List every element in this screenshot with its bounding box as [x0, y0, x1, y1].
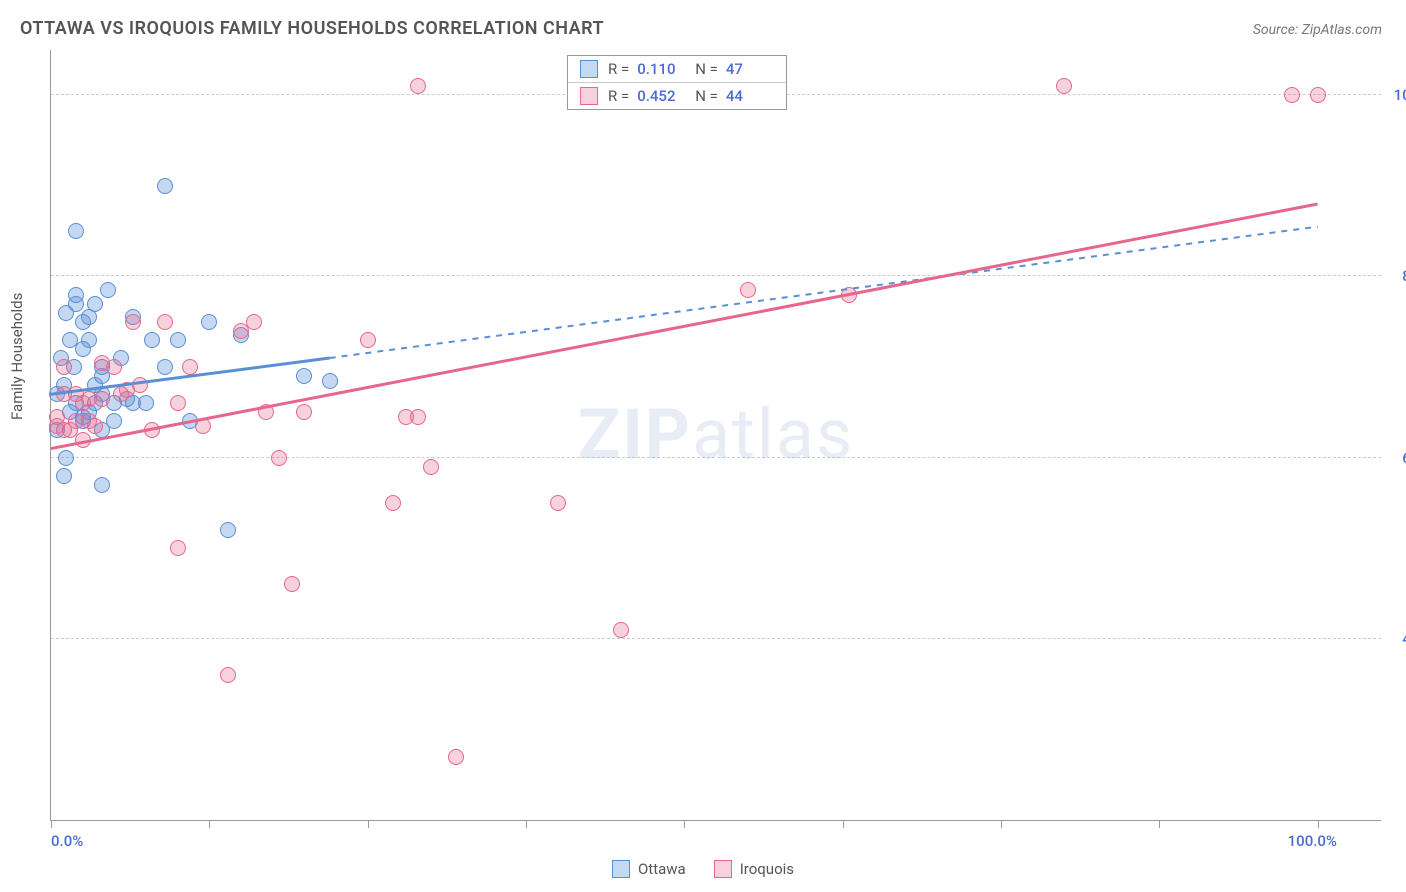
r-value: 0.110: [637, 60, 685, 78]
source-label: Source: ZipAtlas.com: [1253, 22, 1382, 38]
y-tick-label: 80.0%: [1402, 267, 1406, 285]
y-tick-label: 100.0%: [1394, 86, 1406, 104]
x-tick: [684, 820, 685, 828]
legend-item: Iroquois: [714, 860, 794, 878]
legend-swatch: [612, 860, 630, 878]
legend-item: Ottawa: [612, 860, 686, 878]
stats-row: R = 0.452 N = 44: [568, 82, 786, 109]
x-tick: [843, 820, 844, 828]
n-label: N =: [695, 87, 718, 105]
n-value: 47: [726, 60, 774, 78]
x-tick: [209, 820, 210, 828]
trend-overlay: [51, 50, 1381, 820]
legend-swatch: [714, 860, 732, 878]
trend-line: [51, 358, 330, 394]
chart-title: OTTAWA VS IROQUOIS FAMILY HOUSEHOLDS COR…: [20, 18, 604, 39]
n-label: N =: [695, 60, 718, 78]
x-tick-label: 100.0%: [1288, 832, 1337, 850]
x-tick: [51, 820, 52, 828]
n-value: 44: [726, 87, 774, 105]
trend-line-extrapolated: [330, 227, 1318, 358]
series-legend: Ottawa Iroquois: [0, 860, 1406, 882]
r-label: R =: [608, 87, 629, 105]
r-label: R =: [608, 60, 629, 78]
y-tick-label: 60.0%: [1402, 449, 1406, 467]
stats-legend: R = 0.110 N = 47 R = 0.452 N = 44: [567, 55, 787, 110]
x-tick-label: 0.0%: [51, 832, 83, 850]
legend-label: Iroquois: [740, 860, 794, 878]
x-tick: [1001, 820, 1002, 828]
r-value: 0.452: [637, 87, 685, 105]
x-tick: [1318, 820, 1319, 828]
y-tick-label: 40.0%: [1402, 630, 1406, 648]
x-tick: [368, 820, 369, 828]
legend-swatch: [580, 60, 598, 78]
x-tick: [526, 820, 527, 828]
stats-row: R = 0.110 N = 47: [568, 56, 786, 82]
x-tick: [1159, 820, 1160, 828]
legend-label: Ottawa: [638, 860, 686, 878]
y-axis-label: Family Households: [8, 293, 26, 420]
legend-swatch: [580, 87, 598, 105]
trend-line: [51, 204, 1318, 449]
scatter-plot: ZIPatlas 40.0%60.0%80.0%100.0%0.0%100.0%: [50, 50, 1381, 821]
